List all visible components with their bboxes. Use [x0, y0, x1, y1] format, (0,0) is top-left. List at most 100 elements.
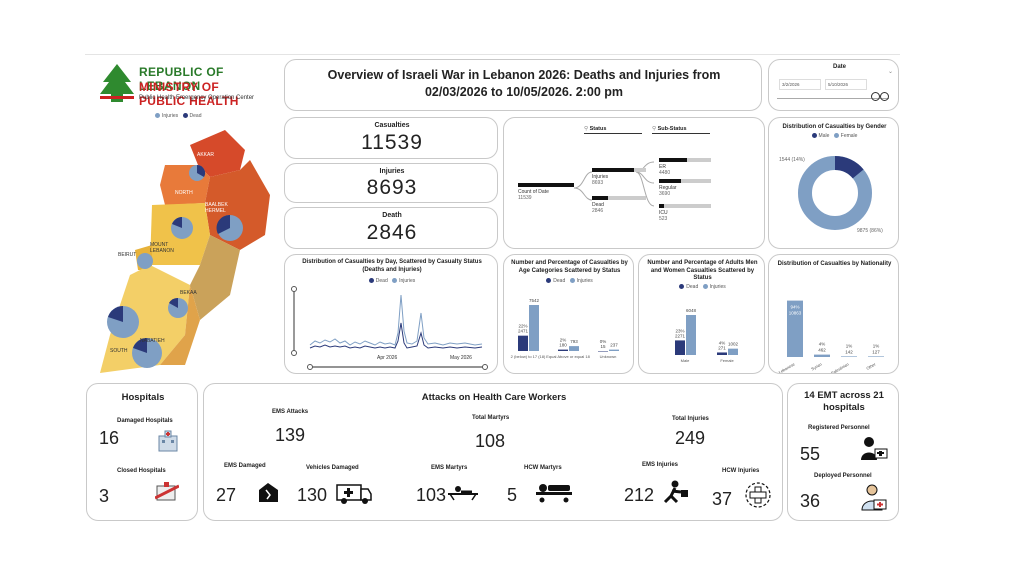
age-injuries-bar[interactable]: [569, 346, 579, 351]
x-label-apr: Apr 2026: [377, 355, 398, 361]
region-akkar[interactable]: [190, 130, 245, 177]
age-injuries-pct: 66%: [529, 293, 538, 298]
adults-dead-bar[interactable]: [717, 352, 727, 355]
top-divider: [85, 54, 900, 55]
age-dead-pct: 22%: [518, 324, 527, 329]
adults-injuries-pct: 63%: [686, 303, 695, 308]
nationality-bar[interactable]: [841, 356, 857, 357]
age-injuries-count: 237: [610, 343, 618, 348]
substatus-header[interactable]: ⚲ Sub-Status: [652, 126, 710, 134]
map-label-beirut: BEIRUT: [118, 252, 137, 258]
range-end-handle[interactable]: [880, 92, 889, 101]
vehicles-damaged-value: 130: [297, 485, 328, 505]
ems-martyrs-label: EMS Martyrs: [431, 465, 468, 471]
tree-injuries-label[interactable]: Injuries: [592, 174, 609, 180]
injured-person-icon: [663, 480, 688, 504]
casualties-value: 11539: [361, 131, 423, 154]
nationality-bar-chart[interactable]: 94%10863Lebanese4%462Syrian1%142Palestin…: [769, 273, 900, 373]
injuries-legend-dot: [392, 278, 398, 284]
injuries-card: Injuries 8693: [284, 163, 498, 203]
dead-legend-dot: [546, 278, 552, 284]
tree-icu-label[interactable]: ICU: [659, 210, 668, 216]
nationality-pct: 1%: [846, 343, 853, 348]
death-label: Death: [382, 212, 402, 219]
beirut-pie[interactable]: [137, 253, 153, 269]
ems-damaged-label: EMS Damaged: [224, 463, 266, 469]
region-south[interactable]: [100, 265, 190, 373]
y-zoom-bottom-handle[interactable]: [291, 350, 297, 356]
date-range-track[interactable]: [777, 98, 889, 99]
y-zoom-top-handle[interactable]: [291, 286, 297, 292]
map-legend-dead: Dead: [189, 113, 202, 119]
adults-injuries-bar[interactable]: [686, 315, 696, 355]
title-card: Overview of Israeli War in Lebanon 2026:…: [284, 59, 762, 111]
tree-dead-label[interactable]: Dead: [592, 202, 604, 208]
stretcher-icon: [448, 486, 478, 501]
damaged-hospital-icon: [158, 430, 178, 452]
death-value: 2846: [366, 221, 418, 244]
age-dead-bar[interactable]: [598, 351, 608, 352]
daily-casualties-card: Distribution of Casualties by Day, Scatt…: [284, 254, 498, 374]
age-injuries-pct: 7%: [571, 334, 578, 339]
daily-line-chart[interactable]: [285, 283, 499, 373]
lightbulb-icon: ⚲: [584, 126, 589, 132]
hcw-injuries-value: 37: [712, 489, 733, 509]
end-date-input[interactable]: 5/10/2026: [825, 79, 867, 90]
ems-injuries-value: 212: [624, 485, 655, 505]
tree-injuries-value: 8693: [592, 180, 604, 186]
ems-injuries-label: EMS Injuries: [642, 462, 679, 468]
date-slicer[interactable]: Date ⌄ 3/2/2026 5/10/2026: [768, 59, 899, 111]
age-chart-card: Number and Percentage of Casualties by A…: [503, 254, 634, 374]
adults-category-label: Male: [681, 358, 690, 363]
map-legend-injuries: Injuries: [162, 113, 179, 119]
nationality-bar[interactable]: [787, 300, 803, 357]
female-slice[interactable]: [798, 156, 872, 230]
adults-injuries-count: 6048: [686, 308, 697, 313]
range-start-handle[interactable]: [871, 92, 880, 101]
injuries-legend-dot: [155, 113, 160, 119]
daily-chart-title: Distribution of Casualties by Day, Scatt…: [302, 259, 482, 273]
adults-dead-bar[interactable]: [675, 340, 685, 355]
adults-dead-count: 2271: [675, 333, 686, 338]
age-dead-bar[interactable]: [558, 349, 568, 351]
nationality-bar[interactable]: [868, 356, 884, 357]
age-dead-bar[interactable]: [518, 335, 528, 351]
male-legend-dot: [811, 133, 817, 139]
doctor-icon: [861, 437, 888, 460]
adults-legend-dead: Dead: [686, 284, 699, 290]
age-injuries-bar[interactable]: [529, 305, 539, 351]
decomposition-tree[interactable]: ⚲ Status ⚲ Sub-Status Count of Date 1153…: [503, 117, 765, 249]
nationality-bar[interactable]: [814, 354, 830, 357]
adults-injuries-bar[interactable]: [728, 348, 738, 355]
lebanon-map[interactable]: [90, 125, 280, 380]
tree-er-label[interactable]: ER: [659, 164, 666, 170]
injuries-series-line[interactable]: [309, 294, 483, 346]
x-zoom-left-handle[interactable]: [307, 364, 313, 370]
gender-donut[interactable]: [796, 154, 874, 232]
nationality-pct: 1%: [873, 343, 880, 348]
start-date-input[interactable]: 3/2/2026: [779, 79, 821, 90]
x-zoom-right-handle[interactable]: [482, 364, 488, 370]
status-header[interactable]: ⚲ Status: [584, 126, 642, 134]
region-bekaa[interactable]: [190, 235, 240, 320]
damaged-hospitals-label: Damaged Hospitals: [117, 418, 173, 424]
age-injuries-count: 7542: [529, 298, 540, 303]
adults-dead-count: 271: [718, 345, 726, 350]
closed-hospitals-label: Closed Hospitals: [117, 468, 166, 474]
gender-chart-title: Distribution of Casualties by Gender: [782, 124, 887, 130]
casualties-card: Casualties 11539: [284, 117, 498, 159]
adults-dead-pct: 23%: [675, 328, 684, 333]
adults-chart-card: Number and Percentage of Adults Men and …: [638, 254, 765, 374]
map-label-south: SOUTH: [110, 348, 128, 354]
x-label-may: May 2026: [450, 355, 472, 361]
tree-regular-label[interactable]: Regular: [659, 185, 677, 191]
nationality-category-label: Palestinian: [830, 362, 849, 373]
adults-dead-pct: 4%: [719, 340, 726, 345]
chevron-down-icon[interactable]: ⌄: [888, 69, 894, 75]
age-injuries-bar[interactable]: [609, 349, 619, 351]
patient-bed-icon: [536, 484, 572, 503]
dead-series-line[interactable]: [309, 322, 483, 349]
region-nabatieh[interactable]: [160, 285, 200, 365]
